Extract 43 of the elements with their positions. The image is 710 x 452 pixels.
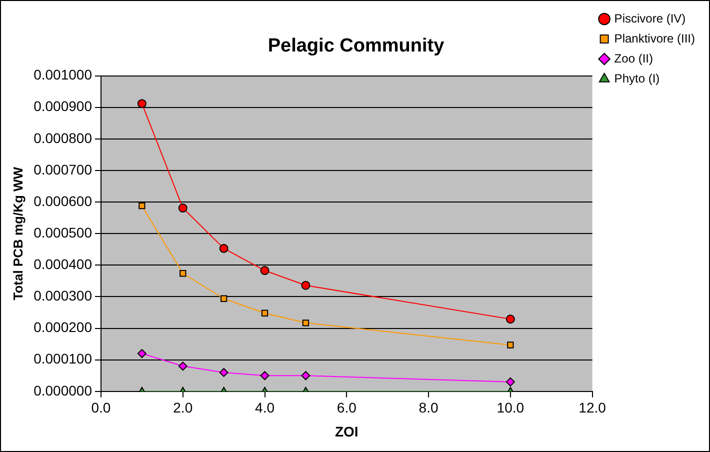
point xyxy=(301,280,310,290)
point xyxy=(137,99,146,108)
y-tick-label: 0.000100 xyxy=(34,350,92,367)
point xyxy=(219,244,228,253)
point xyxy=(178,204,188,213)
x-tick-label: 12.0 xyxy=(578,400,606,416)
y-tick-label: 0.000600 xyxy=(34,192,92,209)
point xyxy=(507,342,514,348)
y-tick-label: 0.000800 xyxy=(34,130,92,146)
point xyxy=(506,377,515,386)
y-tick-label: 0.000700 xyxy=(34,161,92,178)
point xyxy=(219,368,228,377)
point xyxy=(260,371,270,380)
y-tick-label: 0.000500 xyxy=(34,224,92,240)
point xyxy=(302,320,310,326)
y-axis-title: Total PCB mg/Kg WW xyxy=(10,166,26,300)
y-tick-label: 0.000200 xyxy=(34,319,92,336)
legend-label: Planktivore (III) xyxy=(614,31,696,46)
x-tick-label: 0.0 xyxy=(91,400,111,416)
point xyxy=(138,202,146,210)
legend-label: Phyto (I) xyxy=(614,71,660,86)
x-tick-label: 10.0 xyxy=(496,400,524,416)
point xyxy=(301,371,310,380)
y-tick-label: 0.000300 xyxy=(34,288,92,304)
point xyxy=(180,270,186,277)
x-tick-label: 4.0 xyxy=(255,400,275,416)
point xyxy=(506,314,515,324)
chart-title: Pelagic Community xyxy=(268,36,445,57)
x-tick-label: 2.0 xyxy=(173,400,193,416)
point xyxy=(220,295,228,302)
y-tick-label: 0.000900 xyxy=(34,98,92,114)
point xyxy=(261,310,268,316)
y-tick-label: 0.001000 xyxy=(34,66,92,83)
x-axis-title: ZOI xyxy=(334,423,358,440)
legend-label: Piscivore (IV) xyxy=(614,11,686,26)
x-tick-label: 6.0 xyxy=(336,400,357,416)
point xyxy=(260,266,270,276)
y-tick-label: 0.000400 xyxy=(34,256,92,272)
point xyxy=(137,349,146,358)
x-tick-label: 8.0 xyxy=(418,400,438,416)
point xyxy=(178,362,188,371)
legend-label: Zoo (II) xyxy=(614,51,653,66)
y-tick-label: 0.000000 xyxy=(34,382,92,398)
